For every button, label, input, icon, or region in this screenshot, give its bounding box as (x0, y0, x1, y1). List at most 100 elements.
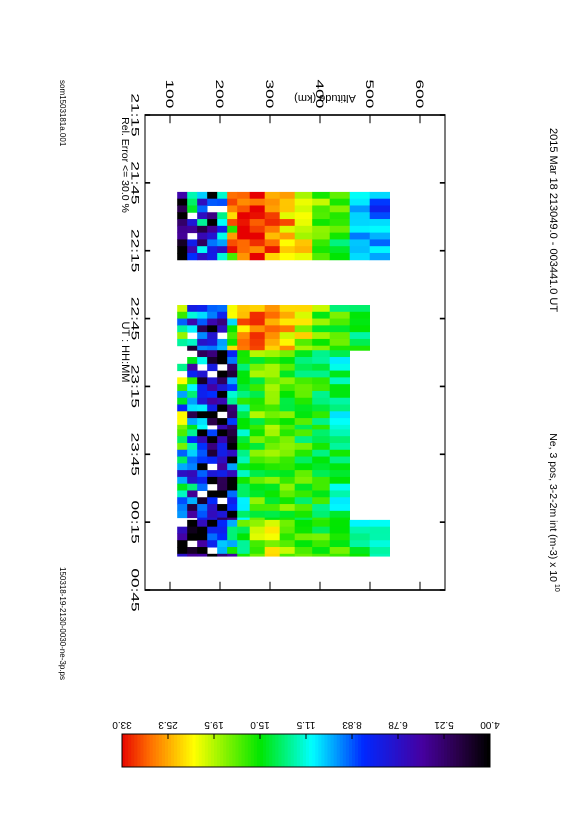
heatmap-cell (207, 318, 218, 326)
heatmap-cell (187, 363, 198, 372)
heatmap-cell (227, 526, 238, 534)
heatmap-cell (294, 239, 313, 247)
heatmap-cell (279, 519, 296, 528)
heatmap-cell (279, 540, 296, 548)
heatmap-cell (249, 519, 266, 528)
heatmap-cell (227, 510, 238, 519)
heatmap-cell (294, 384, 313, 392)
heatmap-cell (312, 219, 331, 227)
heatmap-cell (217, 483, 228, 491)
heatmap-cell (227, 404, 238, 412)
heatmap-cell (187, 483, 198, 491)
x-tick-label: 00:15 (129, 500, 141, 543)
heatmap-cell (312, 470, 331, 478)
heatmap-cell (312, 338, 331, 347)
colorbar-segment (369, 734, 374, 767)
heatmap-cell (312, 411, 331, 419)
heatmap-cell (312, 198, 331, 206)
heatmap-cell (237, 191, 251, 200)
heatmap-cell (264, 504, 281, 512)
heatmap-cell (329, 370, 350, 378)
heatmap-cell (207, 338, 218, 347)
heatmap-cell (349, 305, 371, 313)
heatmap-cell (237, 540, 251, 548)
heatmap-cell (369, 526, 391, 534)
heatmap-cell (187, 510, 198, 519)
colorbar-segment (142, 734, 147, 767)
heatmap-cell (249, 470, 266, 478)
heatmap-cell (264, 232, 281, 240)
heatmap-cell (264, 483, 281, 491)
heatmap-cell (197, 325, 208, 333)
heatmap-cell (197, 553, 208, 557)
heatmap-cell (207, 246, 218, 254)
colorbar-segment (431, 734, 435, 767)
heatmap-cell (349, 519, 371, 528)
heatmap-cell (294, 429, 313, 437)
heatmap-cell (207, 519, 218, 528)
heatmap-cell (279, 212, 296, 220)
heatmap-cell (264, 442, 281, 451)
heatmap-cell (177, 411, 188, 419)
heatmap-cell (217, 246, 228, 254)
colorbar-segment (474, 734, 478, 767)
colorbar-segment (182, 734, 187, 767)
heatmap-cell (237, 490, 251, 498)
heatmap-cell (279, 377, 296, 385)
heatmap-cell (349, 338, 371, 347)
heatmap-cell (369, 232, 391, 240)
heatmap-cell (217, 350, 228, 358)
heatmap-cell (217, 318, 228, 326)
heatmap-cell (237, 483, 251, 491)
heatmap-cell (217, 404, 228, 412)
heatmap-cell (264, 519, 281, 528)
heatmap-cell (264, 332, 281, 340)
heatmap-cell (227, 384, 238, 392)
heatmap-cell (237, 504, 251, 512)
heatmap-cell (264, 540, 281, 548)
heatmap-cell (227, 305, 238, 313)
heatmap-cell (369, 246, 391, 254)
colorbar-segment (201, 734, 205, 767)
heatmap-cell (177, 318, 188, 326)
colorbar-segment (330, 734, 334, 767)
heatmap-cell (187, 456, 198, 464)
heatmap-cell (217, 504, 228, 512)
heatmap-cell (264, 449, 281, 458)
heatmap-cell (329, 305, 350, 313)
heatmap-cell (217, 232, 228, 240)
footer-left: som1503181a.001 (58, 80, 67, 147)
colorbar-segment (284, 734, 288, 767)
heatmap-cell (187, 553, 198, 557)
heatmap-cell (207, 232, 218, 240)
heatmap-cell (279, 325, 296, 333)
heatmap-cell (207, 470, 218, 478)
colorbar-segment (280, 734, 285, 767)
heatmap-cell (217, 377, 228, 385)
heatmap-cell (217, 540, 228, 548)
colorbar-tick-label: 5.21 (434, 719, 454, 730)
heatmap-cell (217, 436, 228, 444)
heatmap-cell (227, 497, 238, 505)
heatmap-cell (207, 510, 218, 519)
heatmap-cell (197, 246, 208, 254)
heatmap-cell (237, 225, 251, 234)
heatmap-cell (227, 357, 238, 365)
heatmap-cell (264, 198, 281, 206)
heatmap-cell (294, 517, 313, 521)
heatmap-cell (249, 411, 266, 419)
footer-right: 150318-19-2130-0030-ne-3p.ps (58, 567, 67, 680)
heatmap-cell (217, 429, 228, 437)
heatmap-cell (177, 424, 188, 430)
colorbar-segment (425, 734, 429, 767)
heatmap-cell (294, 325, 313, 333)
heatmap-cell (312, 510, 331, 519)
axes: 21:15 21:45 22:15 22:45 23:15 23:45 00:15 00:45… (129, 80, 446, 612)
heatmap-cell (197, 357, 208, 365)
heatmap-cell (249, 377, 266, 385)
heatmap-cell (187, 547, 198, 555)
heatmap-cell (279, 239, 296, 247)
heatmap-cell (369, 219, 391, 227)
heatmap-cell (249, 198, 266, 206)
colorbar-segment (222, 734, 227, 767)
